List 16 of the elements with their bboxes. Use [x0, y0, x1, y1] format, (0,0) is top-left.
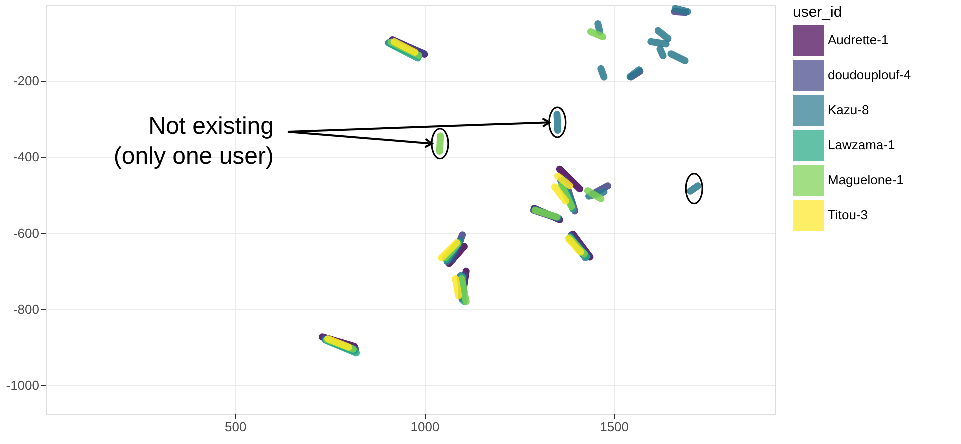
x-tick-label: 500 [225, 420, 247, 434]
legend-label: Maguelone-1 [828, 172, 904, 188]
y-tick-label: -400 [13, 150, 40, 165]
legend-label: Titou-3 [828, 208, 868, 222]
legend-label: doudouplouf-4 [828, 68, 912, 82]
x-tick-label: 1500 [600, 420, 630, 434]
x-tick-label: 1000 [410, 420, 440, 434]
legend-label: Lawzama-1 [828, 138, 896, 152]
y-tick-label: -600 [13, 226, 40, 241]
y-tick-label: -1000 [6, 378, 40, 393]
legend-label: Kazu-8 [828, 102, 870, 118]
legend-title: user_id [793, 4, 842, 21]
legend-label: Audrette-1 [828, 32, 889, 48]
y-tick-label: -800 [13, 302, 40, 317]
y-tick-label: -200 [13, 74, 40, 89]
annotation: Not existing (only one user) [114, 113, 274, 170]
